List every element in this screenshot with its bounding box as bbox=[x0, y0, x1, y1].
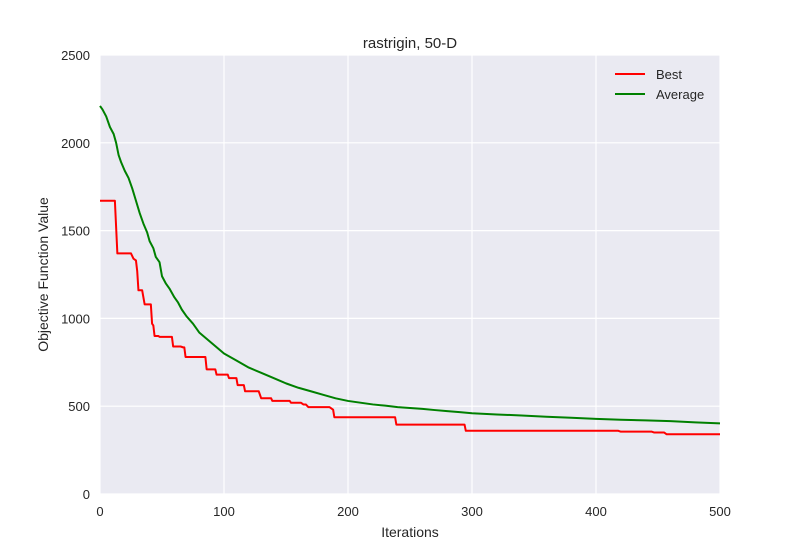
y-tick-label: 2500 bbox=[61, 48, 90, 63]
x-tick-label: 400 bbox=[585, 504, 607, 519]
series-line-average bbox=[99, 105, 721, 425]
y-tick-labels: 0 500 1000 1500 2000 2500 bbox=[61, 48, 90, 502]
series-line-best bbox=[100, 199, 720, 436]
x-tick-labels: 0 100 200 300 400 500 bbox=[96, 504, 730, 519]
x-tick-label: 100 bbox=[213, 504, 235, 519]
y-tick-label: 500 bbox=[68, 399, 90, 414]
plot-area bbox=[100, 55, 720, 494]
series-layer bbox=[99, 105, 721, 436]
x-axis-label: Iterations bbox=[381, 524, 439, 540]
legend: Best Average bbox=[615, 67, 704, 102]
legend-label-average: Average bbox=[656, 87, 704, 102]
y-tick-label: 0 bbox=[83, 487, 90, 502]
grid bbox=[99, 54, 721, 495]
x-tick-label: 300 bbox=[461, 504, 483, 519]
y-tick-label: 1500 bbox=[61, 224, 90, 239]
x-tick-label: 500 bbox=[709, 504, 731, 519]
y-tick-label: 2000 bbox=[61, 136, 90, 151]
y-axis-label: Objective Function Value bbox=[35, 197, 51, 352]
legend-label-best: Best bbox=[656, 67, 682, 82]
y-tick-label: 1000 bbox=[61, 311, 90, 326]
x-tick-label: 0 bbox=[96, 504, 103, 519]
chart-title: rastrigin, 50-D bbox=[363, 35, 457, 52]
x-tick-label: 200 bbox=[337, 504, 359, 519]
